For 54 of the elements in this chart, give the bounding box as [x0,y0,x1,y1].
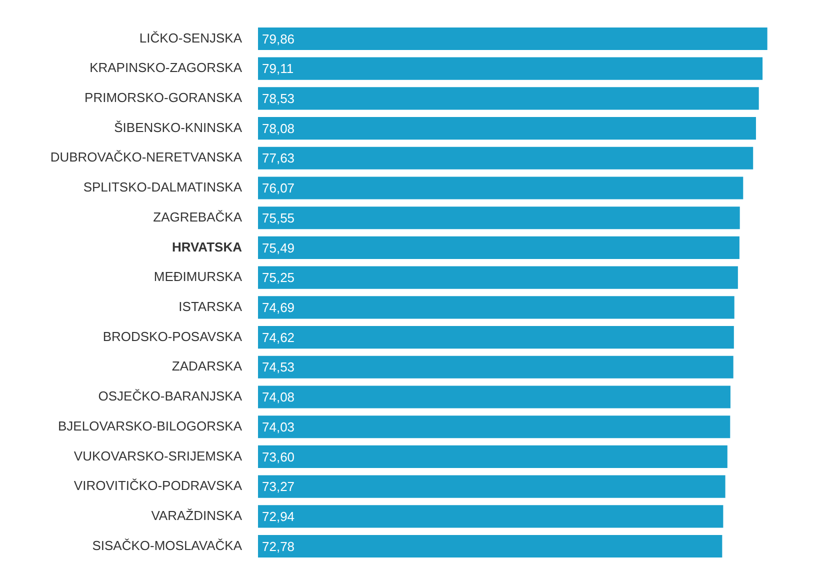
bar [258,445,728,468]
data-label: 73,60 [262,449,295,464]
y-tick-label: VUKOVARSKO-SRIJEMSKA [74,448,242,464]
y-tick-label: ŠIBENSKO-KNINSKA [114,120,242,135]
data-label: 74,03 [262,419,295,434]
bar [258,87,759,110]
y-tick-label: HRVATSKA [172,239,243,254]
bar [258,296,734,319]
y-tick-label: ISTARSKA [178,299,242,314]
y-tick-label: ZADARSKA [172,358,242,374]
data-label: 75,49 [262,240,295,256]
bar [258,57,763,80]
y-tick-label: ZAGREBAČKA [153,209,242,224]
y-tick-label: PRIMORSKO-GORANSKA [84,90,242,106]
data-label: 74,53 [262,360,295,375]
data-label: 72,94 [262,508,295,524]
bar [258,176,744,200]
bar [258,505,724,528]
data-label: 77,63 [262,150,295,166]
y-tick-label: SPLITSKO-DALMATINSKA [83,180,242,195]
data-label: 72,78 [262,538,295,554]
bar [258,236,740,259]
bar [258,27,768,50]
bar [258,146,754,170]
data-label: 74,69 [262,300,295,316]
data-label: 78,53 [262,91,295,106]
y-tick-label: DUBROVAČKO-NERETVANSKA [50,150,242,165]
data-label: 74,08 [262,390,295,405]
y-tick-label: SISAČKO-MOSLAVAČKA [92,538,242,553]
bar [258,326,734,349]
data-label: 73,27 [262,479,295,494]
bar [258,534,722,558]
bar [258,266,738,289]
data-label: 79,11 [262,61,294,76]
bar [258,386,730,408]
y-tick-label: VARAŽDINSKA [151,508,242,523]
y-tick-label: BRODSKO-POSAVSKA [102,328,242,344]
y-tick-label: KRAPINSKO-ZAGORSKA [90,60,242,76]
data-label: 78,08 [262,120,295,136]
y-tick-label: OSJEČKO-BARANJSKA [98,388,242,404]
bar [258,356,734,378]
y-tick-label: MEĐIMURSKA [154,269,242,284]
bar [258,416,730,438]
bar [258,475,726,498]
data-label: 75,55 [262,210,295,226]
data-label: 79,86 [262,31,295,46]
y-tick-label: LIČKO-SENJSKA [139,30,242,46]
bar [258,117,756,140]
data-label: 76,07 [262,180,295,196]
bar [258,206,740,230]
data-label: 74,62 [262,330,295,345]
y-tick-label: BJELOVARSKO-BILOGORSKA [58,418,242,434]
data-label: 75,25 [262,270,295,286]
y-tick-label: VIROVITIČKO-PODRAVSKA [74,478,242,494]
